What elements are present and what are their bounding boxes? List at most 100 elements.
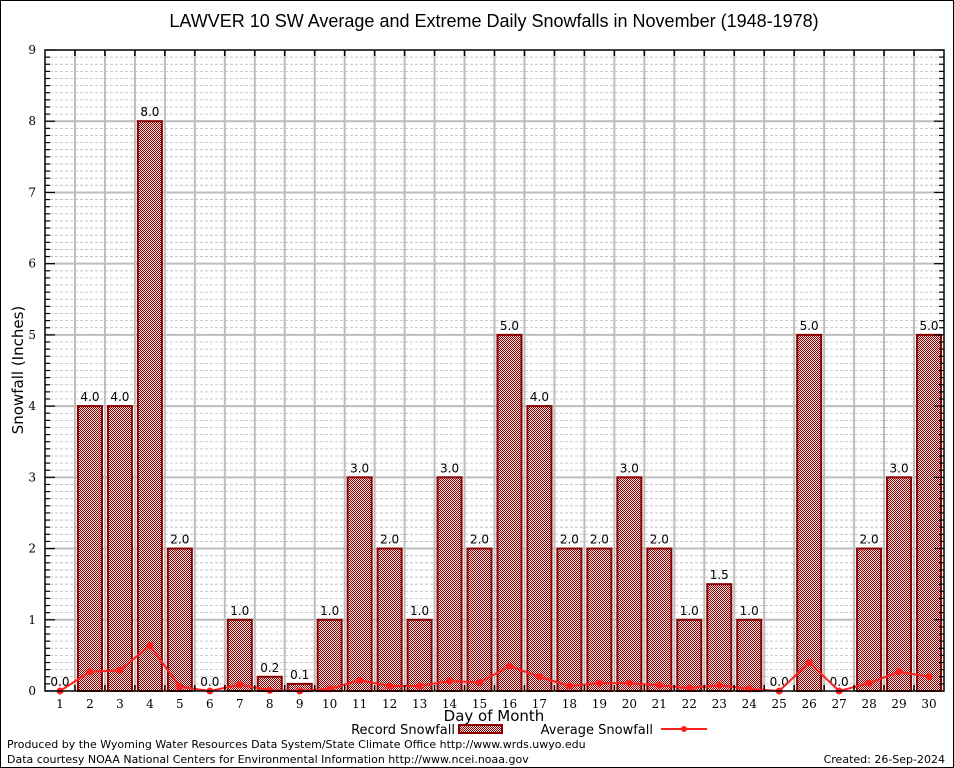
x-tick-label: 28 [861,697,876,711]
bar-label-day-14: 3.0 [440,461,459,475]
record-bar-day-15 [466,547,493,692]
average-point-day-7 [236,681,244,689]
x-tick-label: 5 [176,697,184,711]
x-tick-label: 21 [652,697,667,711]
footer-producer: Produced by the Wyoming Water Resources … [7,738,586,751]
record-bar-day-16 [496,333,523,692]
x-tick-label: 29 [891,697,906,711]
average-point-day-26 [805,659,813,667]
record-bar-day-23 [706,583,733,693]
record-bar-day-22 [676,618,703,692]
average-point-day-3 [116,666,124,674]
y-tick-label: 4 [28,399,36,413]
x-axis-tick-labels: 1 2 3 4 5 6 7 8 9 10 11 12 13 14 15 16 17 18 19 20 21 22 23 24 2… [56,697,936,711]
average-point-day-28 [865,679,873,687]
x-tick-label: 4 [146,697,154,711]
bar-label-day-13: 1.0 [410,604,429,618]
legend-average-marker [681,726,687,732]
average-snowfall-series [56,641,933,695]
x-tick-label: 22 [682,697,697,711]
record-snowfall-bars [76,120,943,693]
record-bar-day-7 [226,618,253,692]
y-tick-label: 3 [28,470,36,484]
record-bar-day-11 [346,476,373,693]
bar-label-day-30: 5.0 [919,319,938,333]
average-point-day-14 [446,677,454,685]
bar-label-day-22: 1.0 [680,604,699,618]
bar-label-day-5: 2.0 [170,533,189,547]
footer-created-date: Created: 26-Sep-2024 [824,753,945,766]
y-tick-label: 5 [28,328,36,342]
bar-value-labels: 0.0 4.0 4.0 8.0 2.0 0.0 1.0 0.2 0.1 1.0 3.0 2.0 1.0 3… [50,105,938,689]
x-tick-label: 12 [382,697,397,711]
average-point-day-29 [895,668,903,676]
bar-label-day-23: 1.5 [710,568,729,582]
average-point-day-20 [625,679,633,687]
bar-label-day-1: 0.0 [50,675,69,689]
average-point-day-15 [476,678,484,686]
chart-title: LAWVER 10 SW Average and Extreme Daily S… [169,11,818,31]
bar-label-day-11: 3.0 [350,461,369,475]
record-bar-day-30 [916,333,943,692]
bar-label-day-17: 4.0 [530,390,549,404]
bar-label-day-9: 0.1 [290,668,309,682]
average-point-day-5 [176,683,184,691]
y-tick-label: 0 [28,684,36,698]
average-point-day-12 [386,682,394,690]
bar-label-day-12: 2.0 [380,533,399,547]
legend: Record Snowfall Average Snowfall [351,723,707,738]
bar-label-day-29: 3.0 [890,461,909,475]
x-tick-label: 6 [206,697,214,711]
x-tick-label: 9 [296,697,304,711]
y-tick-label: 2 [28,542,36,556]
axis-ticks [45,49,944,692]
y-tick-label: 7 [28,185,36,199]
x-tick-label: 7 [236,697,244,711]
x-tick-label: 1 [56,697,64,711]
bar-label-day-2: 4.0 [80,390,99,404]
record-bar-day-14 [436,476,463,693]
bar-label-day-7: 1.0 [230,604,249,618]
bar-label-day-28: 2.0 [860,533,879,547]
x-tick-label: 24 [742,697,758,711]
record-bar-day-2 [76,405,103,692]
x-tick-label: 18 [562,697,577,711]
bar-label-day-20: 3.0 [620,461,639,475]
bar-label-day-27: 0.0 [830,675,849,689]
record-bar-day-19 [586,547,613,692]
x-tick-label: 23 [712,697,727,711]
x-tick-label: 2 [86,697,94,711]
record-bar-day-24 [736,618,763,692]
x-tick-label: 15 [472,697,487,711]
bar-label-day-8: 0.2 [260,661,279,675]
x-tick-label: 13 [412,697,427,711]
x-tick-label: 25 [772,697,787,711]
record-bar-day-18 [556,547,583,692]
bar-label-day-21: 2.0 [650,533,669,547]
bar-label-day-24: 1.0 [740,604,759,618]
x-tick-label: 16 [502,697,517,711]
bar-label-day-3: 4.0 [110,390,129,404]
average-point-day-13 [416,682,424,690]
y-tick-label: 8 [28,114,36,128]
bar-label-day-4: 8.0 [140,105,159,119]
average-point-day-19 [595,679,603,687]
bar-label-day-6: 0.0 [200,675,219,689]
x-tick-label: 27 [831,697,846,711]
record-bar-day-21 [646,547,673,692]
record-bar-day-29 [886,476,913,693]
x-tick-label: 26 [802,697,817,711]
y-axis-label: Snowfall (Inches) [9,306,27,434]
average-point-day-18 [565,682,573,690]
record-bar-day-13 [406,618,433,692]
record-bar-day-3 [106,405,133,692]
record-bar-day-10 [316,618,343,692]
average-point-day-2 [86,668,94,676]
x-tick-label: 19 [592,697,607,711]
y-tick-label: 6 [28,257,36,271]
major-gridlines [45,50,944,691]
average-point-day-22 [685,684,693,692]
average-point-day-11 [356,676,364,684]
bar-label-day-25: 0.0 [770,675,789,689]
